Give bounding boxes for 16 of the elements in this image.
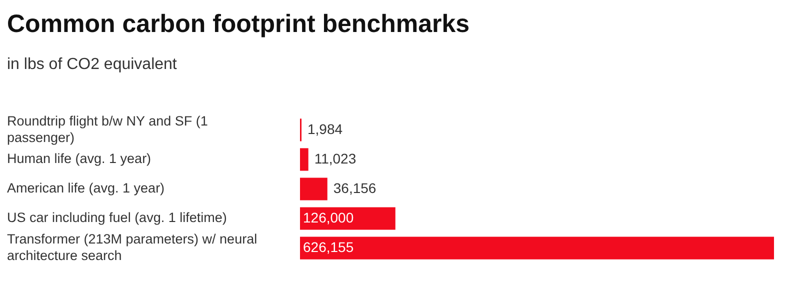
- y-tick-label: American life (avg. 1 year): [7, 180, 165, 196]
- bar: [300, 148, 308, 171]
- y-tick-label: US car including fuel (avg. 1 lifetime): [7, 210, 227, 226]
- bar: [300, 178, 328, 200]
- data-label: 126,000: [303, 209, 354, 226]
- data-label: 626,155: [303, 238, 354, 255]
- data-label: 36,156: [333, 180, 376, 196]
- data-label: 11,023: [314, 150, 356, 166]
- bar: [300, 236, 774, 260]
- data-label: 1,984: [308, 120, 343, 137]
- y-tick-label: Roundtrip flight b/w NY and SF (1 passenger): [7, 114, 208, 145]
- text: in lbs of CO2 equivalent: [7, 56, 177, 74]
- bar: [300, 207, 396, 230]
- chart-title: Common carbon footprint benchmarks: [7, 10, 470, 39]
- y-tick-label: Transformer (213M parameters) w/ neural architecture search: [7, 232, 258, 263]
- y-tick-label: Human life (avg. 1 year): [7, 151, 152, 166]
